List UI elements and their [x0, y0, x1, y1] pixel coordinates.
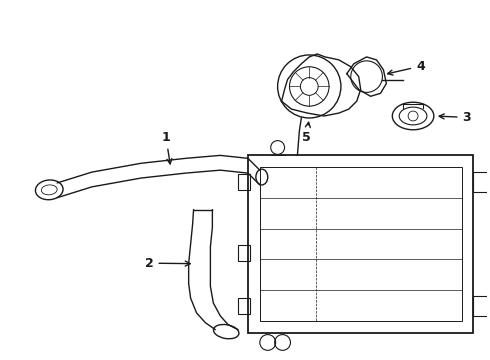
Bar [238, 174, 250, 190]
Text: 4: 4 [388, 60, 425, 75]
Text: 3: 3 [439, 111, 471, 124]
Text: 2: 2 [145, 257, 190, 270]
Bar [248, 156, 473, 333]
Bar [238, 245, 250, 261]
Bar [473, 172, 489, 192]
Bar [238, 298, 250, 314]
Text: 1: 1 [162, 131, 172, 164]
Bar [260, 167, 462, 321]
Text: 5: 5 [302, 122, 311, 144]
Bar [473, 296, 489, 316]
